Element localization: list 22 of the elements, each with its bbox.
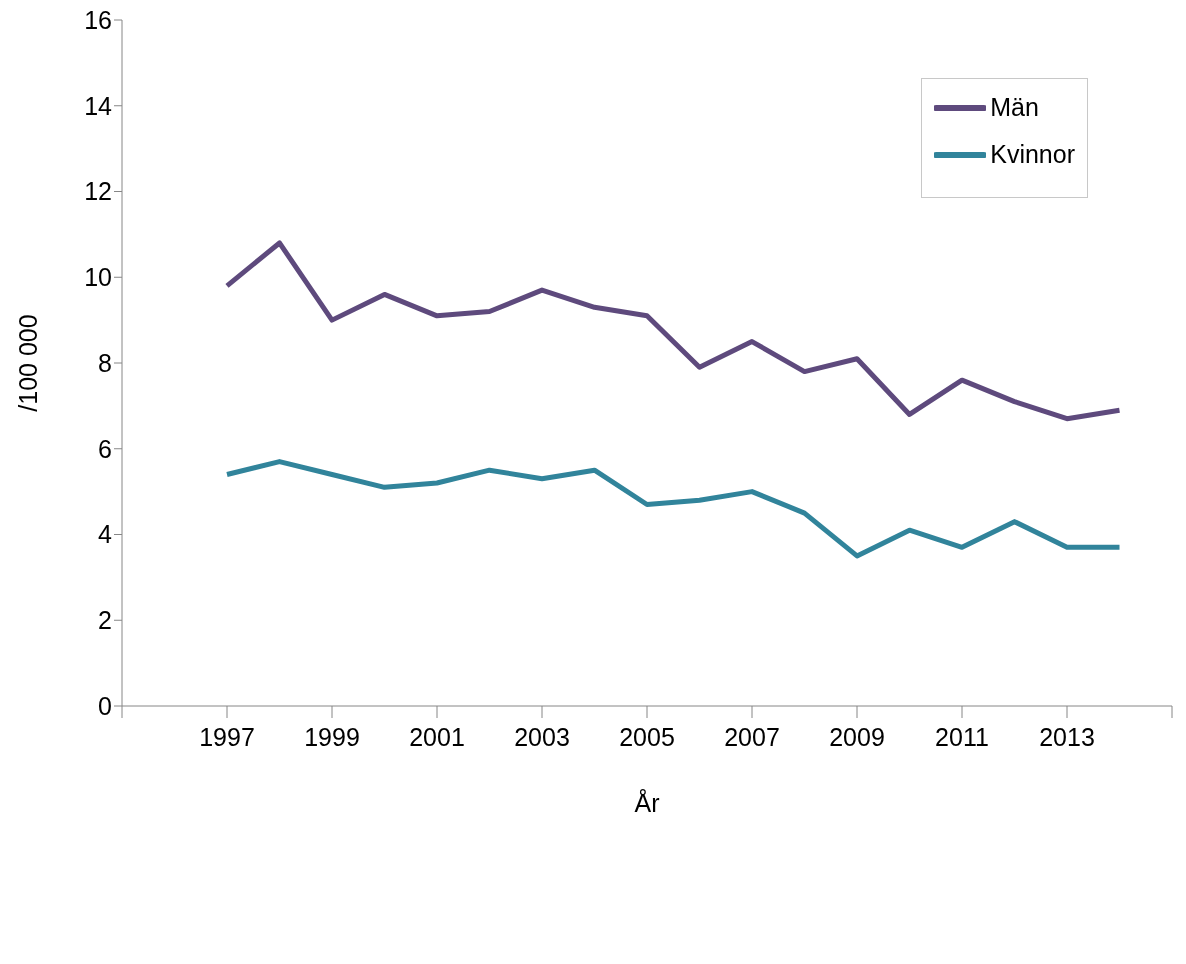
legend-label: Kvinnor [990,140,1075,169]
x-axis-title: År [634,788,660,817]
y-tick-label: 16 [84,5,112,34]
y-tick-label: 14 [84,91,113,120]
y-axis-title: /100 000 [13,314,42,412]
x-tick-label: 2003 [514,722,570,751]
x-tick-label: 2011 [935,722,989,751]
legend-label: Män [990,93,1039,122]
y-tick-label: 8 [98,348,112,377]
y-tick-label: 12 [84,177,112,206]
y-tick-label: 4 [98,520,113,549]
x-tick-label: 2009 [829,722,885,751]
x-tick-label: 1997 [199,722,255,751]
x-tick-label: 1999 [304,722,360,751]
y-tick-label: 10 [84,263,112,292]
x-tick-label: 2005 [619,722,675,751]
x-tick-label: 2001 [409,722,465,751]
x-tick-label: 2007 [724,722,780,751]
y-tick-label: 2 [98,606,112,635]
y-tick-label: 0 [98,691,112,720]
x-tick-label: 2013 [1039,722,1095,751]
y-tick-label: 6 [98,434,112,463]
